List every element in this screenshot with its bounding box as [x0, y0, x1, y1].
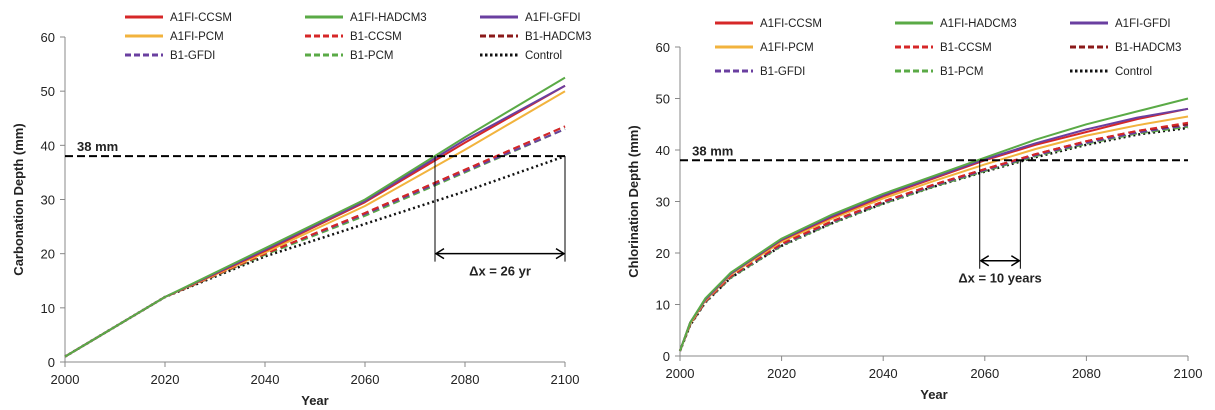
- legend-label: B1-PCM: [940, 66, 983, 78]
- series-line-b1-pcm: [64, 128, 566, 358]
- x-tick-label: 2100: [1174, 366, 1203, 381]
- delta-label: Δx = 10 years: [958, 271, 1041, 286]
- x-tick-label: 2040: [251, 372, 280, 387]
- legend-label: B1-GFDI: [760, 66, 805, 78]
- y-tick-label: 60: [41, 30, 55, 45]
- delta-arrow-head-left: [434, 248, 445, 260]
- y-axis-title: Chlorination Depth (mm): [626, 125, 641, 277]
- legend-label: B1-CCSM: [350, 31, 402, 43]
- threshold-label: 38 mm: [692, 143, 733, 158]
- series-line-b1-ccsm: [679, 121, 1189, 352]
- series-line-b1-gfdi: [64, 128, 566, 358]
- series-line-a1fi-hadcm3: [64, 76, 566, 358]
- x-tick-label: 2080: [451, 372, 480, 387]
- y-tick-label: 30: [41, 193, 55, 208]
- x-tick-label: 2060: [351, 372, 380, 387]
- y-tick-label: 30: [656, 195, 670, 210]
- y-tick-label: 10: [41, 301, 55, 316]
- chart-1: 0 10 20 30 40 50 60 2000 2020 2040 2060 2080 2100 Yea…: [11, 12, 591, 408]
- threshold-label: 38 mm: [77, 139, 118, 154]
- series-line-control: [678, 126, 1189, 352]
- series-line-control: [64, 155, 566, 358]
- legend-label: B1-PCM: [350, 50, 393, 62]
- legend-label: A1FI-HADCM3: [940, 18, 1017, 30]
- chart-2: 0 10 20 30 40 50 60 2000 2020 2040 2060 2080 2100 Yea…: [626, 18, 1202, 402]
- x-tick-label: 2040: [869, 366, 898, 381]
- x-tick-label: 2020: [767, 366, 796, 381]
- series-line-a1fi-gfdi: [64, 84, 566, 358]
- y-tick-label: 20: [656, 246, 670, 261]
- x-tick-label: 2000: [666, 366, 695, 381]
- y-axis-title: Carbonation Depth (mm): [11, 123, 26, 275]
- x-tick-label: 2060: [970, 366, 999, 381]
- y-tick-label: 10: [656, 298, 670, 313]
- legend: A1FI-CCSM A1FI-HADCM3 A1FI-GFDI A1FI-PCM B1-…: [125, 12, 591, 62]
- series-line-a1fi-hadcm3: [679, 97, 1189, 352]
- series-line-b1-gfdi: [679, 124, 1189, 352]
- legend-label: Control: [525, 50, 562, 62]
- y-tick-label: 20: [41, 247, 55, 262]
- y-tick-label: 40: [41, 138, 55, 153]
- series-line-b1-ccsm: [64, 125, 566, 358]
- x-axis-title: Year: [301, 393, 328, 408]
- legend-label: B1-CCSM: [940, 42, 992, 54]
- y-tick-label: 50: [41, 84, 55, 99]
- legend: A1FI-CCSM A1FI-HADCM3 A1FI-GFDI A1FI-PCM B1-…: [715, 18, 1181, 78]
- y-tick-label: 40: [656, 143, 670, 158]
- legend-label: A1FI-PCM: [760, 42, 814, 54]
- y-tick-label: 0: [663, 349, 670, 364]
- delta-label: Δx = 26 yr: [469, 264, 531, 279]
- delta-arrow-head-right: [1010, 255, 1021, 267]
- y-tick-label: 0: [48, 355, 55, 370]
- legend-label: B1-HADCM3: [525, 31, 591, 43]
- x-tick-label: 2100: [551, 372, 580, 387]
- legend-label: A1FI-CCSM: [760, 18, 822, 30]
- legend-label: A1FI-GFDI: [525, 12, 581, 24]
- series-line-a1fi-pcm: [679, 115, 1189, 352]
- series-line-b1-hadcm3: [679, 123, 1189, 352]
- series-line-a1fi-gfdi: [679, 107, 1189, 352]
- y-tick-label: 50: [656, 92, 670, 107]
- legend-label: B1-HADCM3: [1115, 42, 1181, 54]
- legend-label: A1FI-PCM: [170, 31, 224, 43]
- x-tick-label: 2000: [51, 372, 80, 387]
- legend-label: A1FI-GFDI: [1115, 18, 1171, 30]
- delta-arrow-head-right: [555, 248, 566, 260]
- series-line-a1fi-ccsm: [679, 107, 1189, 352]
- legend-label: A1FI-CCSM: [170, 12, 232, 24]
- delta-arrow-head-left: [979, 255, 990, 267]
- legend-label: A1FI-HADCM3: [350, 12, 427, 24]
- x-tick-label: 2020: [151, 372, 180, 387]
- legend-label: Control: [1115, 66, 1152, 78]
- x-tick-label: 2080: [1072, 366, 1101, 381]
- y-tick-label: 60: [656, 40, 670, 55]
- legend-label: B1-GFDI: [170, 50, 215, 62]
- x-axis-title: Year: [920, 387, 947, 402]
